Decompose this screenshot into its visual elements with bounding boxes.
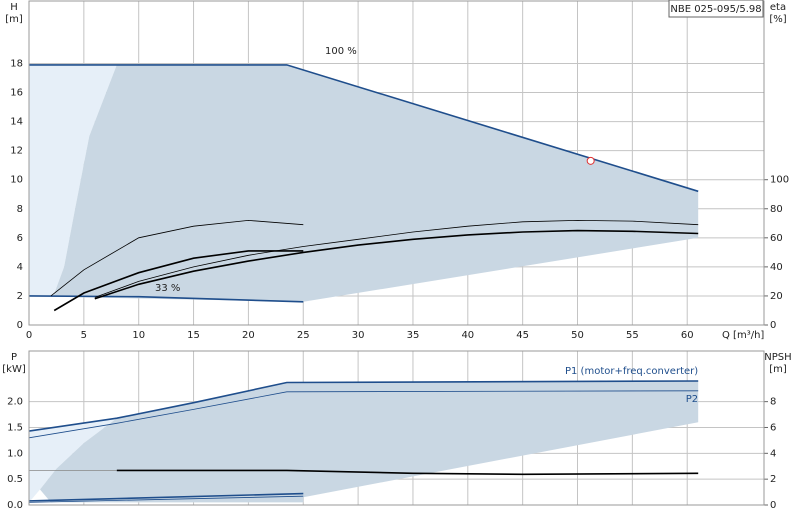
x-tick-label: 55 (626, 330, 639, 341)
operating-area (29, 418, 117, 503)
y2-tick-label: 60 (770, 233, 783, 244)
x-tick-label: 50 (571, 330, 584, 341)
y-tick-label: 6 (17, 233, 23, 244)
y2-tick-label: 2 (770, 474, 776, 485)
y-tick-label: 18 (10, 58, 23, 69)
y2-axis-label: NPSH (764, 352, 791, 363)
series-label: P2 (686, 394, 698, 405)
x-tick-label: 5 (81, 330, 87, 341)
y-axis-label: H (10, 2, 18, 13)
series-label: P1 (motor+freq.converter) (565, 366, 698, 377)
y2-tick-label: 6 (770, 422, 776, 433)
duty-point (586, 156, 595, 165)
y-tick-label: 1.0 (7, 448, 23, 459)
curve (28, 390, 699, 439)
curve (94, 219, 699, 298)
y-tick-label: 2 (17, 291, 23, 302)
x-tick-label: 0 (26, 330, 32, 341)
chart-title: NBE 025-095/5.98 (670, 4, 761, 15)
y-tick-label: 0.5 (7, 474, 23, 485)
curve (28, 380, 699, 432)
y2-tick-label: 8 (770, 397, 776, 408)
curve (53, 250, 304, 312)
operating-area (40, 381, 699, 503)
y-tick-label: 8 (17, 204, 23, 215)
curve (116, 469, 699, 476)
y2-tick-label: 40 (770, 262, 783, 273)
x-tick-label: 45 (516, 330, 529, 341)
y-tick-label: 0.0 (7, 500, 23, 511)
x-tick-label: 40 (461, 330, 474, 341)
x-tick-label: 20 (242, 330, 255, 341)
y2-tick-label: 0 (770, 320, 776, 331)
x-tick-label: 10 (132, 330, 145, 341)
annotation: 100 % (325, 46, 357, 57)
plot-frame (28, 0, 765, 326)
x-tick-label: 60 (681, 330, 694, 341)
y-tick-label: 1.5 (7, 422, 23, 433)
y-tick-label: 16 (10, 88, 23, 99)
y-tick-label: 14 (10, 117, 23, 128)
curve (50, 219, 304, 297)
y-tick-label: 0 (17, 320, 23, 331)
operating-area (29, 64, 117, 297)
y2-tick-label: 100 (770, 175, 789, 186)
y-tick-label: 10 (10, 175, 23, 186)
y2-tick-label: 80 (770, 204, 783, 215)
y2-axis-label: eta (770, 2, 786, 13)
plot-frame (28, 350, 765, 506)
y-axis-label: [kW] (2, 364, 26, 375)
y2-tick-label: 4 (770, 448, 776, 459)
curve (29, 64, 699, 193)
y-tick-label: 12 (10, 146, 23, 157)
curve (28, 295, 304, 303)
curve (28, 495, 304, 503)
x-tick-label: 15 (187, 330, 200, 341)
title-box (668, 0, 764, 18)
curve (28, 492, 304, 502)
y2-tick-label: 20 (770, 291, 783, 302)
x-tick-label: 35 (407, 330, 420, 341)
y2-tick-label: 0 (770, 500, 776, 511)
x-axis-label: Q [m³/h] (722, 330, 764, 341)
operating-area (53, 64, 699, 302)
y-tick-label: 4 (17, 262, 23, 273)
y2-axis-label: [m] (769, 364, 787, 375)
curve (94, 229, 699, 300)
annotation: 33 % (155, 283, 180, 294)
x-tick-label: 30 (352, 330, 365, 341)
y2-axis-label: [%] (769, 14, 786, 25)
y-tick-label: 2.0 (7, 397, 23, 408)
y-axis-label: [m] (5, 14, 23, 25)
y-axis-label: P (11, 352, 17, 363)
x-tick-label: 25 (297, 330, 310, 341)
